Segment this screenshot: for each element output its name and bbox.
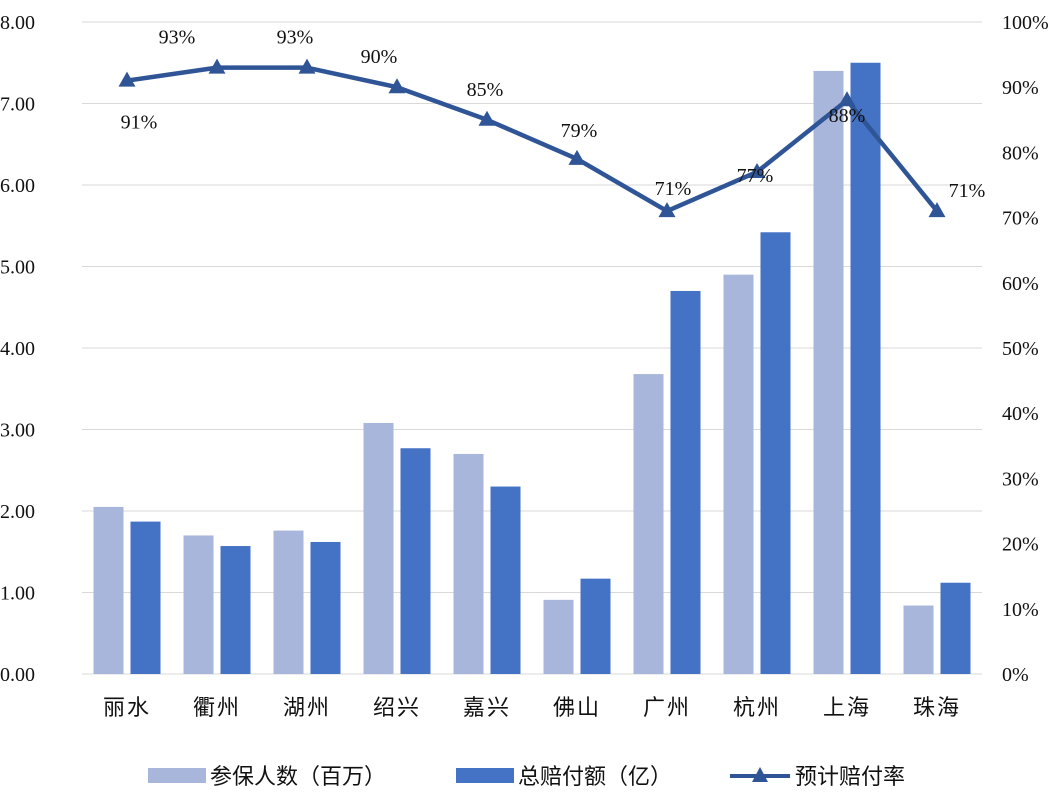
bar-series: [93, 62, 971, 674]
right-tick-label: 70%: [1002, 208, 1039, 230]
ratio-data-label: 90%: [361, 46, 398, 68]
bar-insured: [633, 374, 664, 674]
legend-label-payout: 总赔付额（亿）: [518, 765, 672, 790]
bar-payout: [580, 578, 611, 674]
bar-payout: [670, 290, 701, 674]
ratio-marker: [748, 162, 766, 178]
bar-payout: [940, 582, 971, 674]
bar-insured: [93, 506, 124, 674]
ratio-data-label: 93%: [159, 27, 196, 49]
bar-insured: [903, 605, 934, 674]
left-tick-label: 0.00: [0, 664, 35, 686]
ratio-data-label: 71%: [949, 180, 986, 202]
ratio-data-label: 85%: [467, 79, 504, 101]
left-tick-label: 5.00: [0, 257, 35, 279]
category-axis: 丽水 衢州 湖州 绍兴 嘉兴 佛山 广州 杭州 上海 珠海: [103, 696, 961, 721]
category-label: 丽水: [103, 696, 151, 721]
category-label: 珠海: [913, 696, 961, 721]
left-tick-label: 3.00: [0, 420, 35, 442]
category-label: 绍兴: [373, 696, 421, 721]
bar-payout: [760, 232, 791, 674]
ratio-data-label: 71%: [655, 178, 692, 200]
bar-insured: [723, 274, 754, 674]
right-tick-label: 100%: [1002, 12, 1049, 34]
right-tick-label: 10%: [1002, 599, 1039, 621]
right-tick-label: 30%: [1002, 468, 1039, 490]
line-series: 91% 93% 93% 90% 85% 79% 71% 77% 88% 71%: [118, 27, 986, 218]
ratio-line: [126, 65, 939, 214]
category-label: 嘉兴: [463, 696, 511, 721]
left-tick-label: 6.00: [0, 175, 35, 197]
left-tick-label: 4.00: [0, 338, 35, 360]
bar-insured: [363, 422, 394, 674]
left-tick-label: 2.00: [0, 501, 35, 523]
bar-payout: [310, 541, 341, 674]
left-y-axis: 0.00 1.00 2.00 3.00 4.00 5.00 6.00 7.00 8.00: [0, 12, 35, 686]
legend: 参保人数（百万） 总赔付额（亿） 预计赔付率: [148, 765, 905, 790]
bar-insured: [813, 70, 844, 674]
category-label: 广州: [643, 696, 691, 721]
legend-marker-triangle: [752, 767, 768, 782]
bar-insured: [543, 599, 574, 674]
ratio-data-label: 88%: [829, 105, 866, 127]
bar-payout: [400, 448, 431, 674]
right-tick-label: 50%: [1002, 338, 1039, 360]
ratio-marker: [298, 58, 316, 74]
ratio-marker: [928, 202, 946, 218]
bar-payout: [850, 62, 881, 674]
category-label: 上海: [823, 696, 871, 721]
bar-insured: [183, 535, 214, 674]
right-tick-label: 60%: [1002, 273, 1039, 295]
category-label: 杭州: [733, 696, 781, 721]
ratio-marker: [658, 202, 676, 218]
ratio-data-label: 93%: [277, 27, 314, 49]
category-label: 湖州: [283, 696, 331, 721]
left-tick-label: 7.00: [0, 94, 35, 116]
left-tick-label: 1.00: [0, 583, 35, 605]
legend-swatch-payout: [456, 768, 514, 783]
legend-label-insured: 参保人数（百万）: [210, 765, 386, 790]
category-label: 佛山: [553, 696, 601, 721]
right-y-axis: 0% 10% 20% 30% 40% 50% 60% 70% 80% 90% 100%: [1002, 12, 1049, 686]
bar-payout: [490, 486, 521, 674]
ratio-marker: [208, 58, 226, 74]
right-tick-label: 20%: [1002, 534, 1039, 556]
legend-swatch-insured: [148, 768, 206, 783]
bar-payout: [220, 546, 251, 674]
left-tick-label: 8.00: [0, 12, 35, 34]
ratio-data-label: 77%: [737, 165, 774, 187]
right-tick-label: 80%: [1002, 142, 1039, 164]
legend-label-ratio: 预计赔付率: [795, 765, 905, 790]
ratio-marker: [478, 110, 496, 126]
ratio-marker: [838, 91, 856, 107]
right-tick-label: 40%: [1002, 403, 1039, 425]
right-tick-label: 90%: [1002, 77, 1039, 99]
ratio-data-label: 91%: [121, 112, 158, 134]
ratio-marker: [388, 78, 406, 94]
ratio-marker: [118, 71, 136, 87]
right-tick-label: 0%: [1002, 664, 1029, 686]
category-label: 衢州: [193, 696, 241, 721]
bar-payout: [130, 521, 161, 674]
ratio-data-label: 79%: [561, 120, 598, 142]
bar-insured: [273, 530, 304, 674]
ratio-marker: [568, 149, 586, 165]
bar-insured: [453, 453, 484, 674]
